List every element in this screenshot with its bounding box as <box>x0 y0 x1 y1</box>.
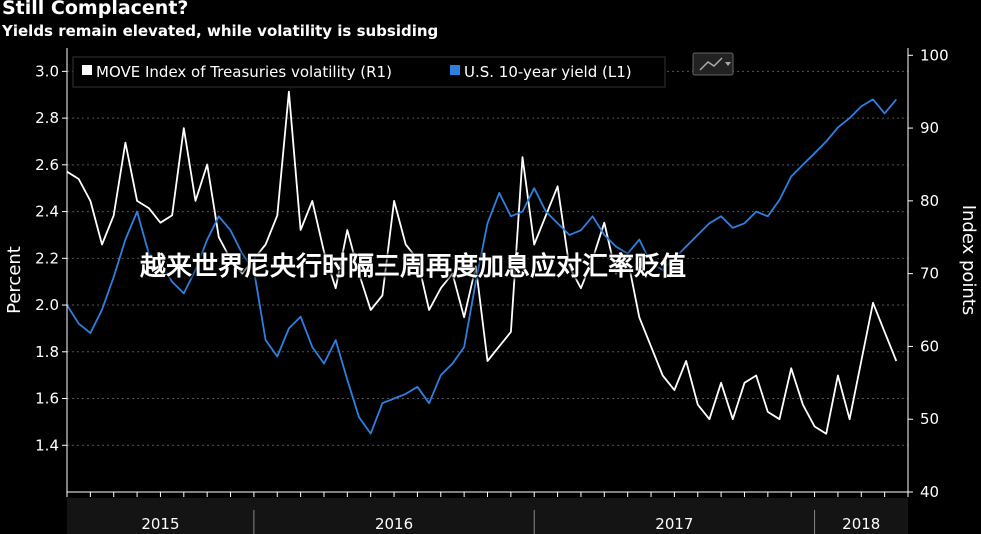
series-line-yield <box>66 98 897 435</box>
legend-swatch-yield <box>450 65 460 75</box>
right-tick-label: 100 <box>920 46 949 64</box>
right-tick-label: 60 <box>920 337 939 355</box>
grid-layer <box>67 70 908 446</box>
right-tick-label: 80 <box>920 192 939 210</box>
chart-type-button[interactable] <box>692 52 734 76</box>
chart-title: Still Complacent? <box>2 0 189 19</box>
x-axis-band-layer: 2015 2016 2017 2018 <box>67 498 908 534</box>
right-tick-label: 70 <box>920 265 939 283</box>
line-chart-icon <box>699 57 723 71</box>
left-tick-label: 2.4 <box>35 203 59 221</box>
series-line-move <box>66 90 898 435</box>
legend-label-yield: U.S. 10-year yield (L1) <box>464 63 632 81</box>
left-axis-title: Percent <box>4 246 25 314</box>
legend-swatch-move <box>82 65 92 75</box>
axis-layer: 1.4 1.6 1.8 2.0 2.2 2.4 2.6 2.8 3.0 40 50 60 70 80 90 1… <box>4 46 979 501</box>
x-tick-label: 2015 <box>141 515 179 533</box>
left-tick-label: 1.6 <box>35 390 59 408</box>
right-axis-title: Index points <box>958 205 979 316</box>
left-tick-label: 3.0 <box>35 62 59 80</box>
x-tick-label: 2016 <box>375 515 413 533</box>
legend-label-move: MOVE Index of Treasuries volatility (R1) <box>96 63 392 81</box>
x-tick-label: 2018 <box>842 515 880 533</box>
left-tick-label: 2.6 <box>35 156 59 174</box>
right-tick-label: 50 <box>920 410 939 428</box>
legend: MOVE Index of Treasuries volatility (R1)… <box>72 52 734 88</box>
left-tick-label: 2.2 <box>35 249 59 267</box>
left-tick-label: 1.8 <box>35 343 59 361</box>
left-tick-label: 1.4 <box>35 436 59 454</box>
chevron-down-icon <box>725 62 731 66</box>
left-tick-label: 2.8 <box>35 109 59 127</box>
right-tick-label: 40 <box>920 483 939 501</box>
series-layer <box>66 90 898 435</box>
right-tick-label: 90 <box>920 119 939 137</box>
chart-subtitle: Yields remain elevated, while volatility… <box>2 22 439 40</box>
left-tick-label: 2.0 <box>35 296 59 314</box>
x-tick-label: 2017 <box>655 515 693 533</box>
overlay-headline: 越来世界尼央行时隔三周再度加息应对汇率贬值 <box>140 252 687 282</box>
legend-box <box>72 56 666 88</box>
x-axis-band <box>67 498 908 534</box>
